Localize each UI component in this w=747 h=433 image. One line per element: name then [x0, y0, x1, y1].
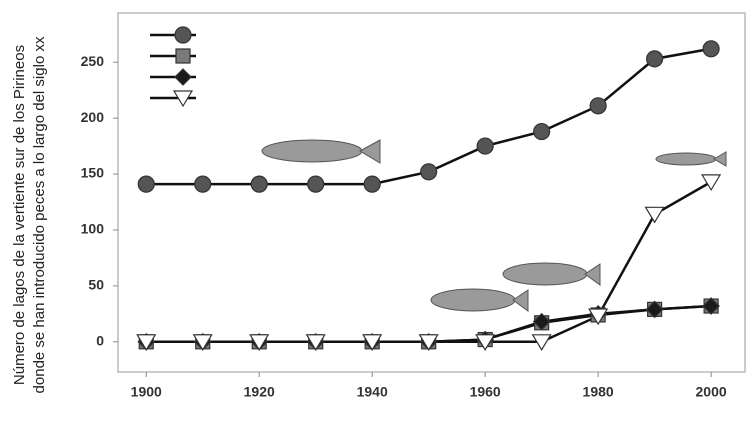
y-axis-title: Número de lagos de la vertiente sur de l…	[11, 45, 28, 385]
marker	[590, 98, 606, 114]
marker	[421, 164, 437, 180]
marker	[647, 51, 663, 67]
y-tick-label: 0	[96, 333, 104, 349]
x-tick-label: 2000	[696, 384, 727, 400]
y-tick-label: 200	[81, 109, 105, 125]
legend-symbol	[175, 27, 191, 43]
marker	[364, 176, 380, 192]
marker	[534, 124, 550, 140]
y-tick-label: 250	[81, 53, 105, 69]
x-tick-label: 1920	[244, 384, 275, 400]
marker	[308, 176, 324, 192]
marker	[646, 207, 664, 222]
marker	[477, 138, 493, 154]
marker	[703, 41, 719, 57]
plot-frame	[118, 13, 745, 372]
marker	[702, 175, 720, 190]
legend-symbol	[176, 49, 190, 63]
y-tick-label: 100	[81, 221, 105, 237]
x-tick-label: 1960	[470, 384, 501, 400]
marker	[251, 176, 267, 192]
y-axis-title: donde se han introducido peces a lo larg…	[31, 36, 48, 393]
x-tick-label: 1900	[131, 384, 162, 400]
fish-illustration	[262, 140, 726, 311]
y-tick-label: 150	[81, 165, 105, 181]
legend-symbol	[175, 69, 191, 85]
marker	[138, 176, 154, 192]
x-tick-label: 1940	[357, 384, 388, 400]
x-tick-label: 1980	[583, 384, 614, 400]
series-line	[146, 182, 711, 342]
y-tick-label: 50	[88, 277, 104, 293]
chart: Número de lagos de la vertiente sur de l…	[0, 0, 747, 428]
marker	[195, 176, 211, 192]
